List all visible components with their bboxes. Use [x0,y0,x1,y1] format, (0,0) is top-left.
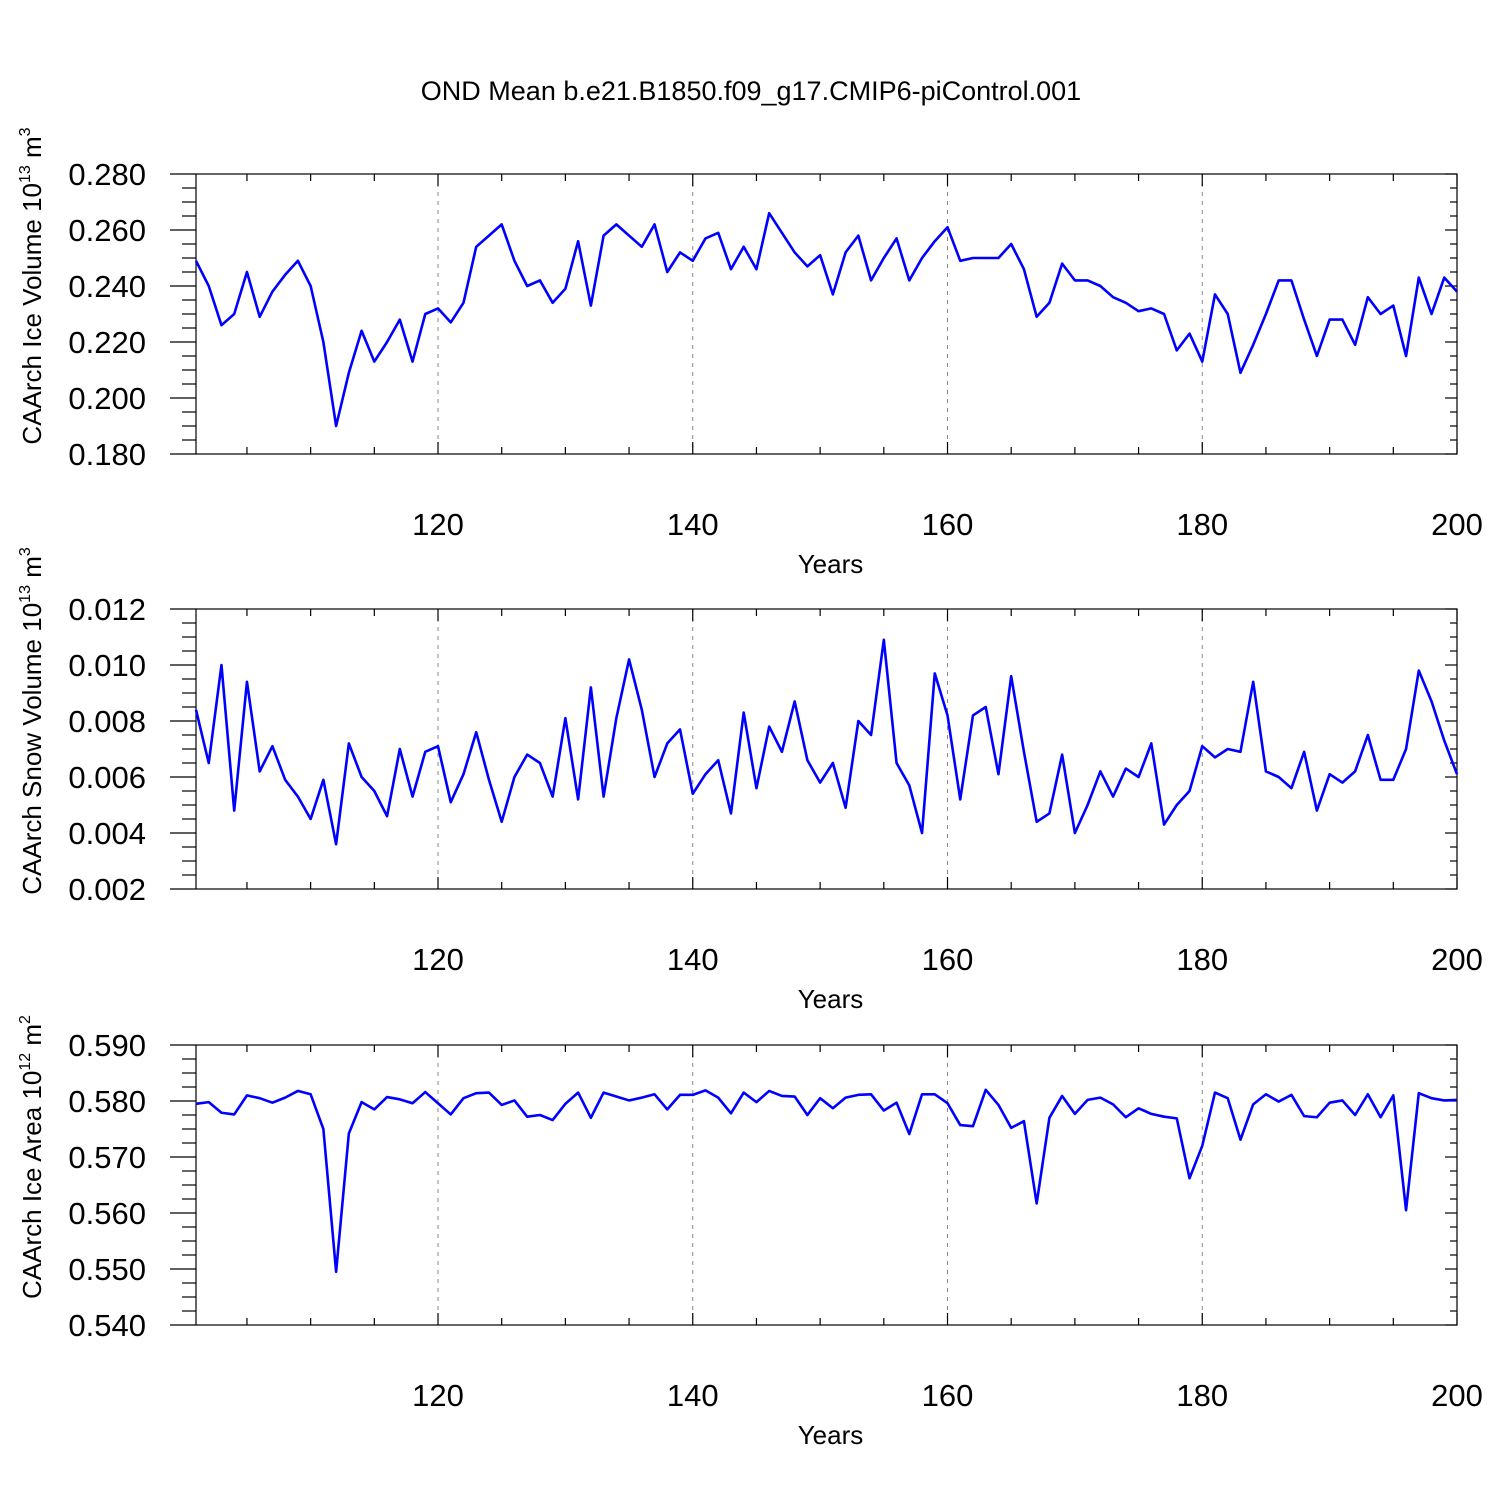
x-tick-label: 140 [667,1378,719,1413]
x-axis-title: Years [798,549,864,579]
x-axis-title: Years [798,984,864,1014]
x-tick-label: 200 [1431,1378,1483,1413]
series-line [195,1088,1458,1274]
y-tick-label: 0.560 [68,1196,146,1231]
y-axis-title-exponent: 12 [17,1053,34,1071]
y-axis-title-main: CAArch Ice Volume 10 [17,183,47,445]
y-axis-title-unit: m [17,556,47,585]
y-axis-title-unit: m [17,136,47,165]
y-tick-label: 0.002 [68,872,146,907]
x-tick-label: 120 [412,1378,464,1413]
y-tick-label: 0.010 [68,648,146,683]
x-tick-label: 180 [1176,942,1228,977]
y-tick-label: 0.590 [68,1028,146,1063]
x-tick-label: 140 [667,507,719,542]
y-tick-label: 0.200 [68,381,146,416]
y-tick-label: 0.550 [68,1252,146,1287]
y-axis-title: CAArch Ice Area 1012 m2 [17,1015,47,1299]
chart-panel-3: 0.540 0.550 0.560 0.570 0.580 0.590 120 140 160 1… [17,1015,1483,1450]
y-axis-title-exponent: 13 [17,165,34,183]
series-line [194,211,1458,428]
y-axis-title-main: CAArch Ice Area 10 [17,1071,47,1299]
x-tick-label: 200 [1431,942,1483,977]
x-tick-label: 160 [922,507,974,542]
y-axis-title-exponent: 13 [17,585,34,603]
x-tick-label: 120 [412,507,464,542]
y-axis-title-unit: m [17,1024,47,1053]
panels: 0.180 0.200 0.220 0.240 0.260 0.280 120 140 160 1… [17,127,1483,1450]
y-axis-title-unit-exponent: 2 [17,1015,34,1024]
x-tick-label: 140 [667,942,719,977]
y-tick-label: 0.220 [68,325,146,360]
y-axis-title-unit-exponent: 3 [17,547,34,556]
chart-panel-2: 0.002 0.004 0.006 0.008 0.010 0.012 120 140 160 1… [17,547,1483,1014]
y-axis-title-main: CAArch Snow Volume 10 [17,603,47,895]
y-tick-label: 0.006 [68,760,146,795]
x-tick-label: 160 [922,942,974,977]
y-tick-label: 0.570 [68,1140,146,1175]
y-axis-title: CAArch Ice Volume 1013 m3 [17,127,47,444]
y-tick-label: 0.012 [68,592,146,627]
y-tick-label: 0.260 [68,213,146,248]
y-axis-title: CAArch Snow Volume 1013 m3 [17,547,47,895]
series-line [194,638,1459,846]
y-tick-label: 0.180 [68,437,146,472]
x-tick-label: 120 [412,942,464,977]
chart-panel-1: 0.180 0.200 0.220 0.240 0.260 0.280 120 140 160 1… [17,127,1483,579]
y-tick-label: 0.280 [68,157,146,192]
y-tick-label: 0.240 [68,269,146,304]
x-axis-title: Years [798,1420,864,1450]
x-tick-label: 160 [922,1378,974,1413]
x-tick-label: 180 [1176,1378,1228,1413]
figure-title: OND Mean b.e21.B1850.f09_g17.CMIP6-piCon… [421,76,1081,106]
y-tick-label: 0.540 [68,1308,146,1343]
y-axis-title-unit-exponent: 3 [17,127,34,136]
x-tick-label: 180 [1176,507,1228,542]
x-tick-label: 200 [1431,507,1483,542]
y-tick-label: 0.004 [68,816,146,851]
y-tick-label: 0.580 [68,1084,146,1119]
y-tick-label: 0.008 [68,704,146,739]
